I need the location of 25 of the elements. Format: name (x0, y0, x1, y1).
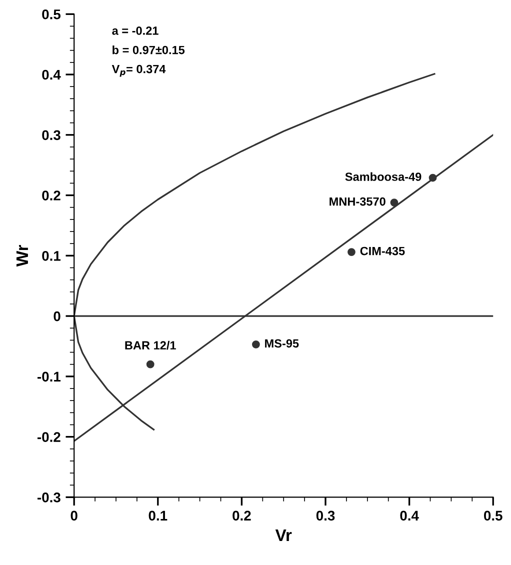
annotation: MNH-3570 (330, 197, 386, 206)
annotation: CIM-435 (360, 246, 405, 256)
x-tick-label: 0 (70, 510, 78, 521)
y-tick-label: -0.3 (38, 492, 60, 502)
annotation: a = -0.21 (112, 26, 158, 35)
x-tick-label: 0.2 (232, 510, 251, 521)
y-axis-title: Wr (16, 244, 28, 267)
x-axis-title: Vr (275, 530, 292, 541)
y-tick-label: -0.2 (38, 432, 60, 442)
x-tick-label: 0.3 (316, 510, 335, 521)
annotation: Samboosa-49 (345, 172, 422, 181)
annotation: b = 0.97±0.15 (112, 46, 185, 54)
y-tick-label: 0.2 (42, 190, 60, 200)
x-tick-label: 0.1 (148, 510, 168, 521)
y-tick-label: 0 (54, 311, 60, 322)
x-tick-label: 0.4 (400, 510, 419, 521)
annotation: BAR 12/1 (125, 340, 176, 350)
annotation: MS-95 (265, 339, 299, 348)
y-tick-label: 0.1 (42, 250, 61, 261)
annotation: V$_{p}$= 0.374 (112, 64, 166, 77)
y-tick-label: 0.3 (42, 130, 60, 140)
y-tick-label: -0.1 (38, 372, 61, 382)
y-tick-label: 0.5 (42, 9, 61, 20)
y-tick-label: 0.4 (42, 70, 61, 80)
x-tick-label: 0.5 (484, 510, 502, 521)
